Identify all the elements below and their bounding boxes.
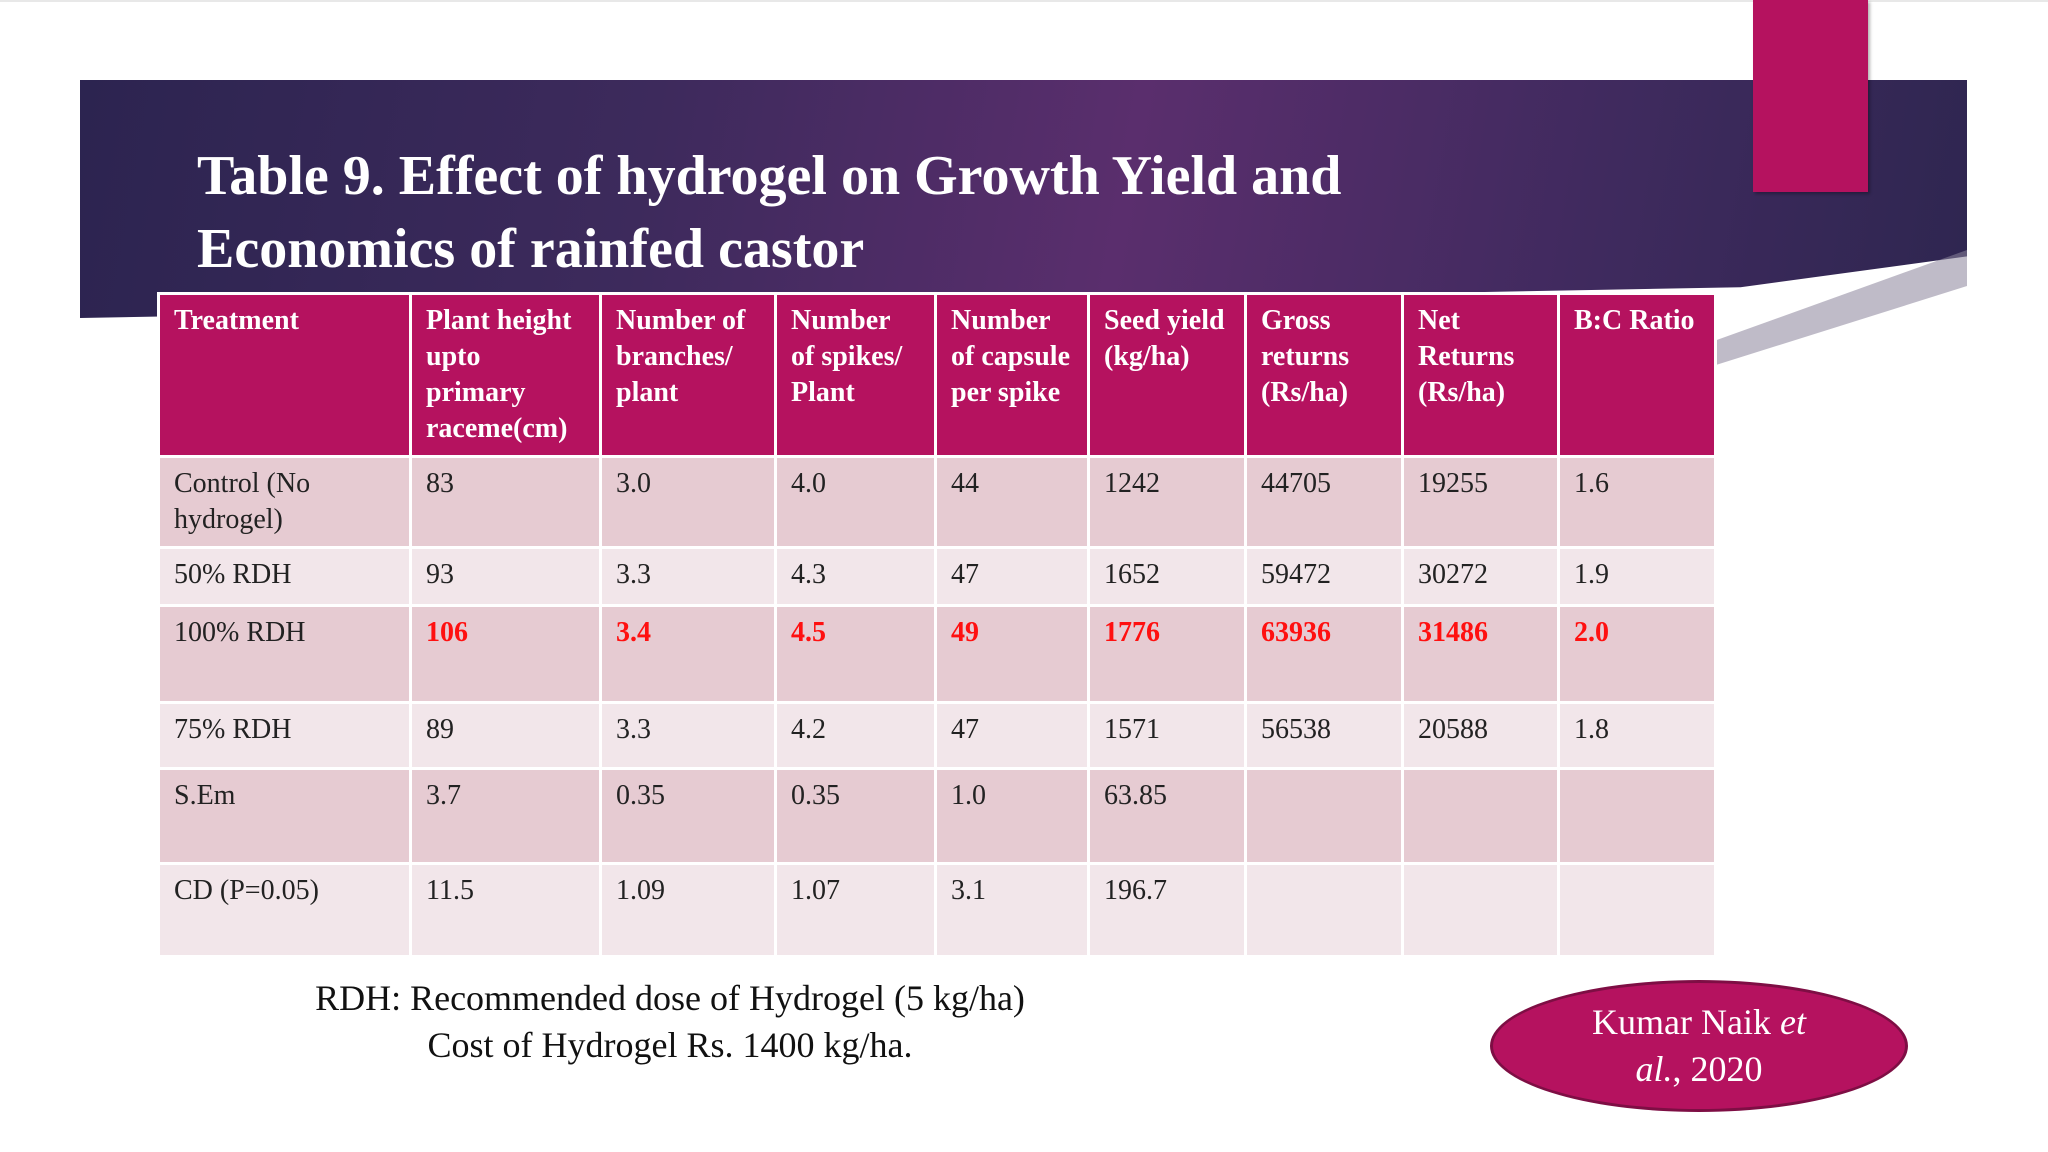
table-cell (1557, 767, 1717, 865)
table-cell: 4.0 (774, 455, 937, 549)
table-cell: 89 (409, 701, 602, 770)
table-cell: 3.0 (599, 455, 777, 549)
accent-tab (1753, 0, 1868, 192)
table-cell (1401, 767, 1560, 865)
table-row: CD (P=0.05) 11.5 1.09 1.07 3.1 196.7 (157, 862, 1717, 958)
table-row: 75% RDH 89 3.3 4.2 47 1571 56538 20588 1… (157, 701, 1717, 770)
table-cell: 83 (409, 455, 602, 549)
table-cell: 93 (409, 546, 602, 607)
header-cell: Net Returns (Rs/ha) (1401, 292, 1560, 458)
title-banner (80, 80, 1967, 318)
citation-badge: Kumar Naik et al., 2020 (1490, 980, 1908, 1112)
table-cell: 4.3 (774, 546, 937, 607)
data-table: Treatment Plant height upto primary race… (157, 292, 1717, 958)
table-cell (1401, 862, 1560, 958)
table-cell: 0.35 (599, 767, 777, 865)
table-cell: 59472 (1244, 546, 1404, 607)
slide-top-border (0, 0, 2048, 2)
table-cell: 1242 (1087, 455, 1247, 549)
table-cell: Control (No hydrogel) (157, 455, 412, 549)
table-cell: 63.85 (1087, 767, 1247, 865)
highlighted-cell: 106 (409, 604, 602, 704)
table-cell: 44705 (1244, 455, 1404, 549)
data-table-container: Treatment Plant height upto primary race… (157, 292, 1717, 958)
table-cell: 56538 (1244, 701, 1404, 770)
highlighted-cell: 31486 (1401, 604, 1560, 704)
footnote-line-2: Cost of Hydrogel Rs. 1400 kg/ha. (427, 1025, 913, 1065)
header-cell: Treatment (157, 292, 412, 458)
table-cell (1557, 862, 1717, 958)
table-cell: 1571 (1087, 701, 1247, 770)
footnote-line-1: RDH: Recommended dose of Hydrogel (5 kg/… (315, 978, 1025, 1018)
table-cell: 3.7 (409, 767, 602, 865)
citation-etal-1: et (1779, 1002, 1806, 1042)
table-cell: 4.2 (774, 701, 937, 770)
citation-author: Kumar Naik (1592, 1002, 1780, 1042)
table-row: S.Em 3.7 0.35 0.35 1.0 63.85 (157, 767, 1717, 865)
citation-etal-2: al. (1635, 1049, 1673, 1089)
table-cell: 30272 (1401, 546, 1560, 607)
table-row-highlighted: 100% RDH 106 3.4 4.5 49 1776 63936 31486… (157, 604, 1717, 704)
slide-title: Table 9. Effect of hydrogel on Growth Yi… (197, 140, 1497, 286)
table-cell: 1652 (1087, 546, 1247, 607)
table-cell: 196.7 (1087, 862, 1247, 958)
table-cell: 50% RDH (157, 546, 412, 607)
table-row: 50% RDH 93 3.3 4.3 47 1652 59472 30272 1… (157, 546, 1717, 607)
slide-title-line-2: Economics of rainfed castor (197, 218, 865, 280)
table-cell: CD (P=0.05) (157, 862, 412, 958)
table-cell: 47 (934, 701, 1090, 770)
footnote: RDH: Recommended dose of Hydrogel (5 kg/… (280, 975, 1060, 1069)
header-cell: Seed yield (kg/ha) (1087, 292, 1247, 458)
table-cell: 1.6 (1557, 455, 1717, 549)
table-cell: 1.09 (599, 862, 777, 958)
table-cell: 3.3 (599, 546, 777, 607)
table-cell: 47 (934, 546, 1090, 607)
table-cell: 1.8 (1557, 701, 1717, 770)
header-cell: Plant height upto primary raceme(cm) (409, 292, 602, 458)
table-cell: 19255 (1401, 455, 1560, 549)
highlighted-cell: 4.5 (774, 604, 937, 704)
table-row: Control (No hydrogel) 83 3.0 4.0 44 1242… (157, 455, 1717, 549)
table-cell: 3.1 (934, 862, 1090, 958)
table-cell: 20588 (1401, 701, 1560, 770)
highlighted-cell: 2.0 (1557, 604, 1717, 704)
highlighted-cell: 3.4 (599, 604, 777, 704)
header-cell: Number of spikes/ Plant (774, 292, 937, 458)
header-cell: Number of branches/ plant (599, 292, 777, 458)
table-cell: 0.35 (774, 767, 937, 865)
table-cell (1244, 767, 1404, 865)
table-cell: 3.3 (599, 701, 777, 770)
table-cell: 44 (934, 455, 1090, 549)
table-cell: 1.07 (774, 862, 937, 958)
citation-year: , 2020 (1672, 1049, 1763, 1089)
table-cell (1244, 862, 1404, 958)
header-cell: Number of capsule per spike (934, 292, 1090, 458)
highlighted-cell: 49 (934, 604, 1090, 704)
table-cell: S.Em (157, 767, 412, 865)
header-cell: B:C Ratio (1557, 292, 1717, 458)
table-header-row: Treatment Plant height upto primary race… (157, 292, 1717, 458)
table-cell: 75% RDH (157, 701, 412, 770)
highlighted-cell: 1776 (1087, 604, 1247, 704)
slide-title-line-1: Table 9. Effect of hydrogel on Growth Yi… (197, 145, 1342, 207)
table-cell: 100% RDH (157, 604, 412, 704)
table-cell: 11.5 (409, 862, 602, 958)
table-cell: 1.9 (1557, 546, 1717, 607)
table-cell: 1.0 (934, 767, 1090, 865)
highlighted-cell: 63936 (1244, 604, 1404, 704)
header-cell: Gross returns (Rs/ha) (1244, 292, 1404, 458)
citation-text: Kumar Naik et al., 2020 (1592, 999, 1806, 1093)
